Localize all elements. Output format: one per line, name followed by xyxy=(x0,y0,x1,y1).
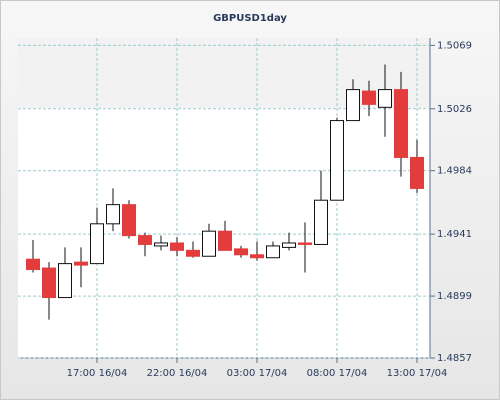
x-tick-label: 17:00 16/04 xyxy=(67,368,128,379)
candle-body xyxy=(362,90,376,105)
x-tick-label: 22:00 16/04 xyxy=(147,368,208,379)
candle-body xyxy=(298,242,312,245)
candle-body xyxy=(122,204,136,237)
candle-body xyxy=(314,199,328,245)
candle-body xyxy=(58,263,72,299)
candle-body xyxy=(378,89,392,108)
candle-body xyxy=(90,223,104,265)
candle-body xyxy=(26,258,40,271)
candle-body xyxy=(186,249,200,257)
candle-body xyxy=(410,156,424,189)
x-tick-label: 08:00 17/04 xyxy=(307,368,368,379)
candle-body xyxy=(346,89,360,122)
chart-title: GBPUSD1day xyxy=(213,13,287,24)
x-tick-label: 03:00 17/04 xyxy=(227,368,288,379)
candle-body xyxy=(330,120,344,201)
x-tick-label: 13:00 17/04 xyxy=(387,368,448,379)
y-tick-label: 1.5026 xyxy=(437,104,472,115)
plot-band xyxy=(18,38,430,108)
candle-body xyxy=(234,248,248,256)
candle-body xyxy=(282,242,296,248)
candle-body xyxy=(154,242,168,247)
candle-body xyxy=(202,230,216,257)
candle-body xyxy=(250,254,264,259)
candle-body xyxy=(218,230,232,251)
candle-body xyxy=(170,242,184,251)
y-tick-label: 1.4899 xyxy=(437,291,472,302)
candle-body xyxy=(74,261,88,266)
y-tick-label: 1.4941 xyxy=(437,229,472,240)
candle-body xyxy=(266,245,280,259)
candle-body xyxy=(42,267,56,299)
y-tick-label: 1.4857 xyxy=(437,353,472,364)
candle-body xyxy=(106,204,120,225)
y-tick-label: 1.5069 xyxy=(437,40,472,51)
candle-body xyxy=(138,235,152,245)
candle-body xyxy=(394,89,408,158)
y-tick-label: 1.4984 xyxy=(437,166,472,177)
